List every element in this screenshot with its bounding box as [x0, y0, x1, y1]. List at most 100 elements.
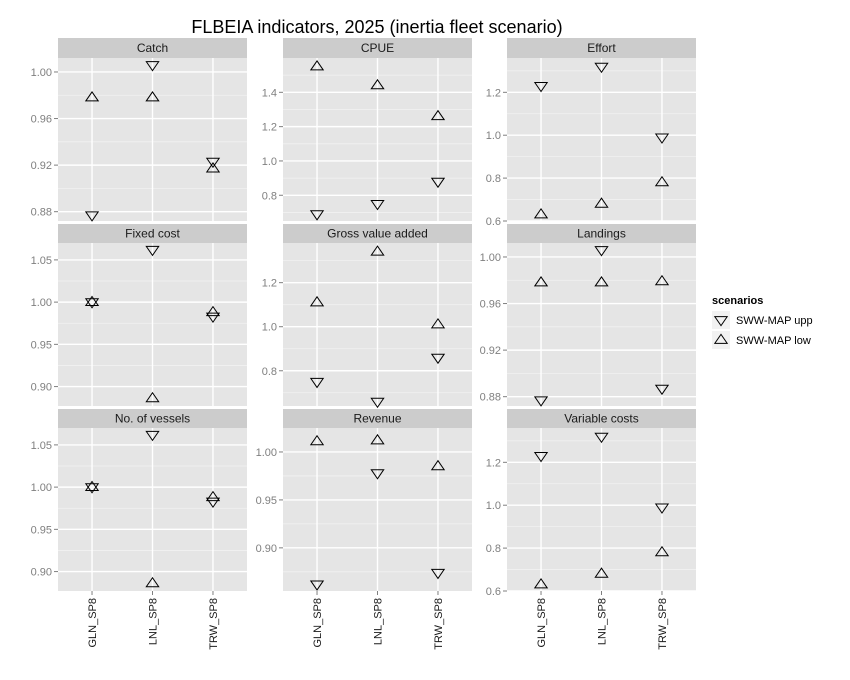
point-sww-map-upp: [84, 298, 100, 309]
legend-key: [712, 311, 730, 329]
point-sww-map-upp: [205, 497, 221, 509]
y-tick-label: 1.0: [262, 156, 277, 168]
x-tick-label: LNL_SP8: [148, 598, 160, 645]
panel-gross-value-added: Gross value added 0.8 1.0 1.2: [262, 224, 472, 409]
y-tick-label: 1.2: [262, 278, 277, 290]
y-tick-label: 0.95: [31, 339, 52, 351]
point-sww-map-upp: [533, 452, 549, 463]
x-tick-label: GLN_SP8: [87, 598, 99, 648]
point-sww-map-upp: [430, 568, 446, 580]
point-sww-map-upp: [533, 82, 549, 93]
panel-strip-label: No. of vessels: [115, 412, 190, 426]
panel-fixed-cost: Fixed cost 0.90 0.95 1.00 1.05: [31, 224, 247, 406]
panel-strip: [507, 409, 696, 428]
point-sww-map-upp: [309, 210, 325, 221]
x-tick-label: TRW_SP8: [657, 598, 669, 650]
point-sww-map-low: [594, 567, 609, 578]
panel-strip-label: Revenue: [353, 412, 401, 426]
x-tick-label: TRW_SP8: [208, 598, 220, 650]
y-tick-label: 1.2: [486, 87, 501, 99]
legend-symbol-triangle-down: [713, 316, 729, 327]
point-sww-map-low: [370, 433, 385, 445]
x-tick-label: GLN_SP8: [536, 598, 548, 648]
point-sww-map-low: [533, 578, 549, 589]
point-sww-map-low: [533, 276, 549, 287]
point-sww-map-low: [594, 276, 609, 287]
y-tick-label: 0.90: [31, 382, 52, 394]
panel-cpue: CPUE 0.8 1.0 1.2 1.4: [262, 38, 472, 221]
panel-strip: [58, 38, 247, 58]
point-sww-map-upp: [430, 353, 446, 365]
y-tick-label: 0.8: [486, 543, 501, 555]
point-sww-map-low: [145, 91, 160, 102]
point-sww-map-low: [654, 175, 670, 187]
y-tick-label: 1.4: [262, 87, 277, 99]
panel-strip: [507, 224, 696, 243]
y-tick-label: 0.92: [480, 345, 501, 357]
point-sww-map-low: [205, 305, 221, 317]
y-tick-label: 0.88: [31, 207, 52, 219]
point-sww-map-low: [370, 78, 385, 90]
panel-strip: [58, 224, 247, 243]
point-sww-map-upp: [205, 312, 221, 324]
y-tick-label: 1.0: [262, 322, 277, 334]
point-sww-map-low: [370, 245, 385, 256]
point-sww-map-low: [84, 295, 100, 306]
y-tick-label: 0.8: [262, 366, 277, 378]
y-tick-label: 1.00: [480, 252, 501, 264]
y-tick-label: 1.0: [486, 130, 501, 142]
facet-panels: Catch 0.88 0.92 0.96 1.00 CPUE 0.8 1.0 1.2 1.4 Eff…: [31, 38, 696, 650]
panel-strip-label: Effort: [587, 41, 616, 55]
point-sww-map-upp: [594, 246, 609, 257]
y-tick-label: 0.95: [31, 524, 52, 536]
y-tick-label: 1.00: [31, 482, 52, 494]
panel-strip-label: CPUE: [361, 41, 394, 55]
panel-strip-label: Catch: [137, 41, 168, 55]
point-sww-map-upp: [654, 384, 670, 396]
legend-title: scenarios: [712, 295, 763, 307]
point-sww-map-low: [594, 197, 609, 208]
point-sww-map-upp: [654, 133, 670, 144]
point-sww-map-upp: [594, 62, 609, 74]
y-tick-label: 1.05: [31, 440, 52, 452]
point-sww-map-upp: [145, 430, 160, 442]
x-tick-label: GLN_SP8: [312, 598, 324, 648]
legend-key: [712, 331, 730, 349]
y-tick-label: 0.96: [31, 114, 52, 126]
chart-title: FLBEIA indicators, 2025 (inertia fleet s…: [191, 17, 562, 37]
panel-variable-costs: Variable costs 0.6 0.8 1.0 1.2: [486, 409, 696, 598]
point-sww-map-low: [430, 317, 446, 329]
legend-label: SWW-MAP upp: [736, 315, 813, 327]
y-tick-label: 1.05: [31, 255, 52, 267]
point-sww-map-low: [430, 459, 446, 471]
panel-no-of-vessels: No. of vessels 0.90 0.95 1.00 1.05: [31, 409, 247, 591]
x-tick-label: TRW_SP8: [433, 598, 445, 650]
panel-strip: [283, 409, 472, 428]
point-sww-map-upp: [594, 432, 609, 444]
point-sww-map-upp: [309, 580, 325, 591]
point-sww-map-upp: [533, 396, 549, 407]
panel-strip: [283, 38, 472, 58]
y-tick-label: 1.00: [31, 297, 52, 309]
panel-catch: Catch 0.88 0.92 0.96 1.00: [31, 38, 247, 222]
panel-strip-label: Gross value added: [327, 227, 428, 241]
point-sww-map-upp: [84, 483, 100, 494]
y-tick-label: 0.92: [31, 160, 52, 172]
point-sww-map-upp: [205, 157, 221, 169]
point-sww-map-low: [309, 434, 325, 446]
point-sww-map-low: [145, 576, 160, 588]
panel-strip: [507, 38, 696, 58]
x-tick-label: LNL_SP8: [597, 598, 609, 645]
y-tick-label: 0.6: [486, 586, 501, 598]
point-sww-map-upp: [309, 377, 325, 389]
point-sww-map-upp: [84, 211, 100, 222]
x-tick-label: LNL_SP8: [373, 598, 385, 645]
legend-entries: SWW-MAP upp SWW-MAP low: [712, 311, 813, 349]
y-tick-label: 0.8: [262, 190, 277, 202]
panel-strip: [283, 224, 472, 243]
panel-strip: [58, 409, 247, 428]
legend-label: SWW-MAP low: [736, 335, 811, 347]
panel-landings: Landings 0.88 0.92 0.96 1.00: [480, 224, 696, 407]
y-tick-label: 0.90: [256, 543, 277, 555]
